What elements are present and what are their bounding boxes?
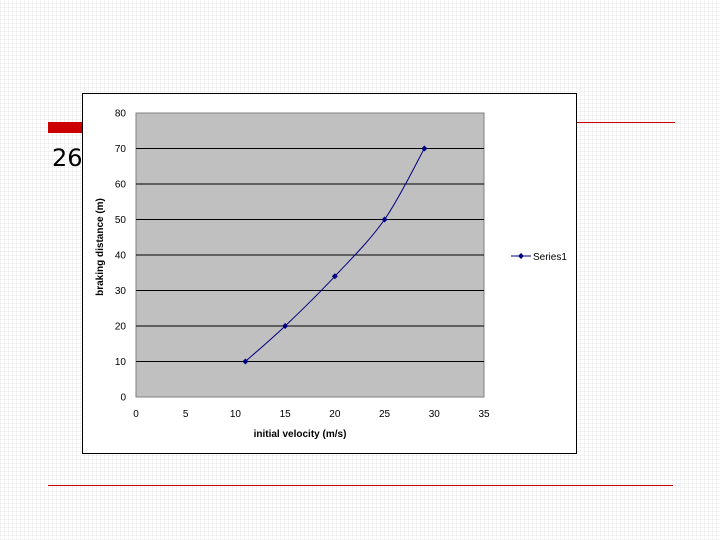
red-accent-bar [48, 122, 84, 133]
x-tick-label: 20 [329, 409, 341, 420]
data-point [381, 216, 388, 223]
chart: 0 10 20 30 40 50 60 70 80 0 5 10 15 20 25 30 35 initial… [95, 109, 567, 441]
legend: Series1 [511, 252, 567, 263]
y-axis-ticks: 0 10 20 30 40 50 60 70 80 [115, 109, 127, 404]
x-tick-label: 35 [478, 409, 490, 420]
y-tick-label: 80 [115, 109, 127, 120]
y-tick-label: 0 [120, 393, 126, 404]
slide-number: 26 [52, 144, 83, 172]
chart-container: 0 10 20 30 40 50 60 70 80 0 5 10 15 20 25 30 35 initial… [82, 93, 577, 454]
bottom-divider-line [48, 485, 673, 486]
x-tick-label: 0 [133, 409, 139, 420]
y-tick-label: 30 [115, 286, 127, 297]
y-tick-label: 10 [115, 357, 127, 368]
legend-marker [518, 253, 524, 259]
x-tick-label: 10 [230, 409, 242, 420]
series-layer [242, 145, 428, 365]
x-tick-label: 15 [280, 409, 292, 420]
x-axis-label: initial velocity (m/s) [254, 429, 347, 440]
data-point [282, 323, 289, 329]
y-tick-label: 20 [115, 322, 127, 333]
x-tick-label: 30 [429, 409, 441, 420]
top-divider-line [576, 122, 675, 123]
y-tick-label: 60 [115, 180, 127, 191]
x-axis-ticks: 0 5 10 15 20 25 30 35 [133, 409, 490, 420]
legend-series1: Series1 [533, 252, 567, 263]
y-axis-label: braking distance (m) [95, 198, 106, 296]
data-point [421, 145, 428, 152]
y-tick-label: 70 [115, 144, 127, 155]
x-tick-label: 25 [379, 409, 391, 420]
y-tick-label: 50 [115, 215, 127, 226]
data-point [242, 358, 249, 365]
y-tick-label: 40 [115, 251, 127, 262]
x-tick-label: 5 [183, 409, 189, 420]
data-point [331, 273, 338, 280]
